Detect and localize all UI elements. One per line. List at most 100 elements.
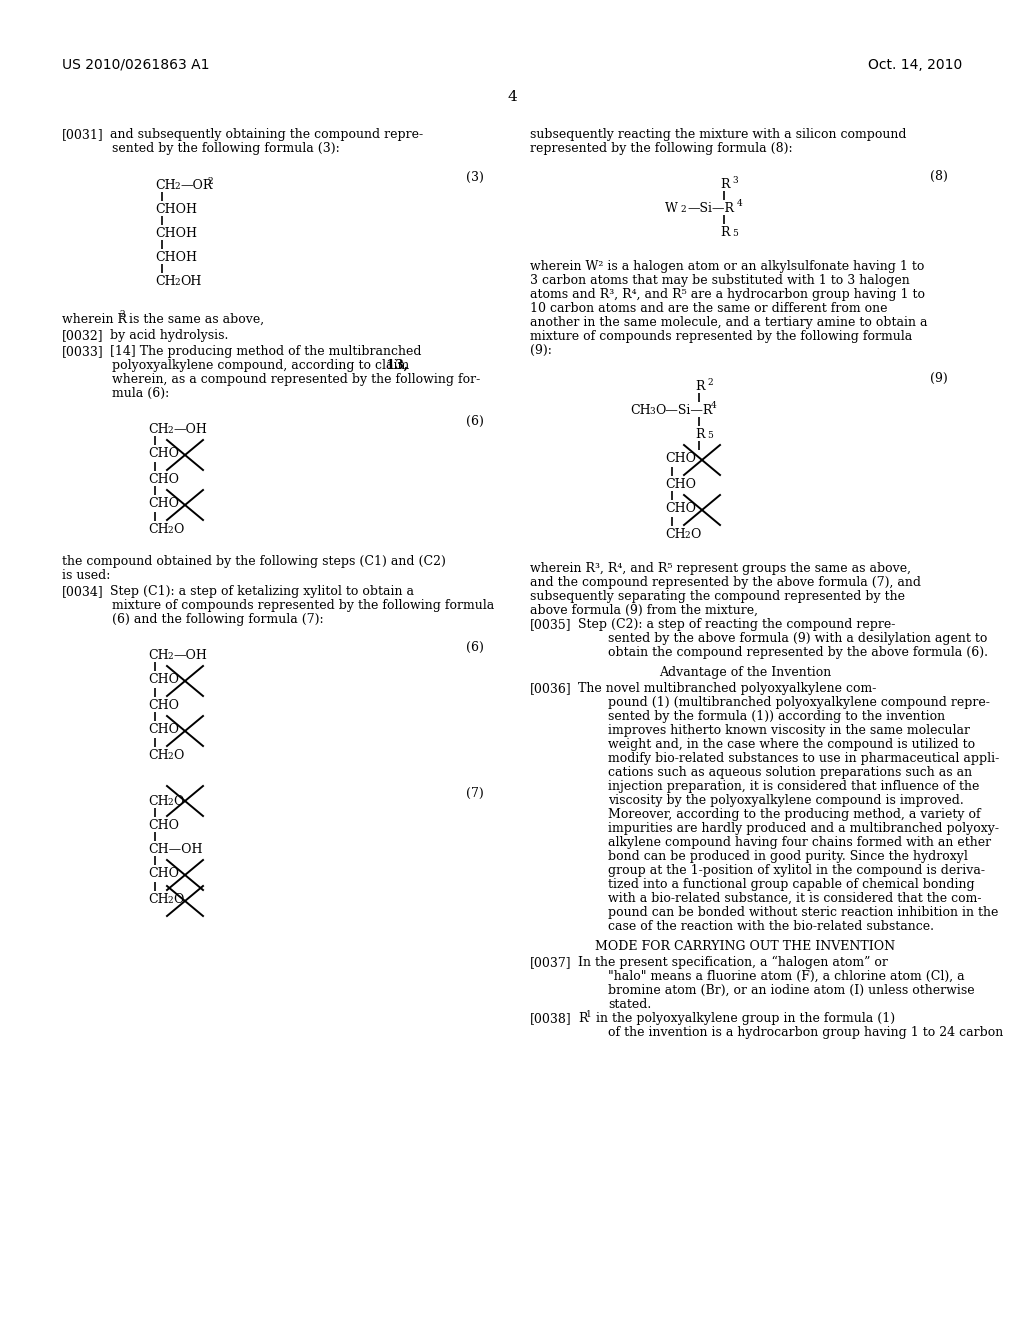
Text: CHO: CHO [148,447,179,459]
Text: Advantage of the Invention: Advantage of the Invention [658,667,831,678]
Text: CHO: CHO [148,473,179,486]
Text: 3 carbon atoms that may be substituted with 1 to 3 halogen: 3 carbon atoms that may be substituted w… [530,275,909,286]
Text: another in the same molecule, and a tertiary amine to obtain a: another in the same molecule, and a tert… [530,315,928,329]
Text: CHOH: CHOH [155,203,197,216]
Text: [0037]: [0037] [530,956,571,969]
Text: 3: 3 [649,407,654,416]
Text: 2: 2 [680,205,686,214]
Text: tized into a functional group capable of chemical bonding: tized into a functional group capable of… [608,878,975,891]
Text: [0034]: [0034] [62,585,103,598]
Text: 4: 4 [507,90,517,104]
Text: (8): (8) [930,170,948,183]
Text: atoms and R³, R⁴, and R⁵ are a hydrocarbon group having 1 to: atoms and R³, R⁴, and R⁵ are a hydrocarb… [530,288,925,301]
Text: bond can be produced in good purity. Since the hydroxyl: bond can be produced in good purity. Sin… [608,850,968,863]
Text: CHO: CHO [148,867,179,880]
Text: [0038]: [0038] [530,1012,571,1026]
Text: CH: CH [148,795,169,808]
Text: [0035]: [0035] [530,618,571,631]
Text: W: W [665,202,678,215]
Text: 2: 2 [167,896,173,906]
Text: (6): (6) [466,642,484,653]
Text: 4: 4 [737,199,742,209]
Text: and the compound represented by the above formula (7), and: and the compound represented by the abov… [530,576,921,589]
Text: cations such as aqueous solution preparations such as an: cations such as aqueous solution prepara… [608,766,972,779]
Text: bromine atom (Br), or an iodine atom (I) unless otherwise: bromine atom (Br), or an iodine atom (I)… [608,983,975,997]
Text: 2: 2 [174,279,179,286]
Text: [0032]: [0032] [62,329,103,342]
Text: (6) and the following formula (7):: (6) and the following formula (7): [112,612,324,626]
Text: represented by the following formula (8):: represented by the following formula (8)… [530,143,793,154]
Text: Step (C2): a step of reacting the compound repre-: Step (C2): a step of reacting the compou… [578,618,895,631]
Text: CH: CH [665,528,686,541]
Text: CHOH: CHOH [155,251,197,264]
Text: CHO: CHO [148,700,179,711]
Text: O: O [690,528,700,541]
Text: mula (6):: mula (6): [112,387,169,400]
Text: O: O [173,894,183,906]
Text: polyoxyalkylene compound, according to claim: polyoxyalkylene compound, according to c… [112,359,410,372]
Text: wherein R: wherein R [62,313,127,326]
Text: 2: 2 [207,177,213,186]
Text: mixture of compounds represented by the following formula: mixture of compounds represented by the … [530,330,912,343]
Text: (9):: (9): [530,345,552,356]
Text: viscosity by the polyoxyalkylene compound is improved.: viscosity by the polyoxyalkylene compoun… [608,795,964,807]
Text: CH: CH [155,275,176,288]
Text: injection preparation, it is considered that influence of the: injection preparation, it is considered … [608,780,979,793]
Text: 2: 2 [167,652,173,661]
Text: modify bio-related substances to use in pharmaceutical appli-: modify bio-related substances to use in … [608,752,999,766]
Text: CH: CH [148,649,169,663]
Text: weight and, in the case where the compound is utilized to: weight and, in the case where the compou… [608,738,975,751]
Text: MODE FOR CARRYING OUT THE INVENTION: MODE FOR CARRYING OUT THE INVENTION [595,940,895,953]
Text: "halo" means a fluorine atom (F), a chlorine atom (Cl), a: "halo" means a fluorine atom (F), a chlo… [608,970,965,983]
Text: subsequently separating the compound represented by the: subsequently separating the compound rep… [530,590,905,603]
Text: CH: CH [148,748,169,762]
Text: US 2010/0261863 A1: US 2010/0261863 A1 [62,58,210,73]
Text: In the present specification, a “halogen atom” or: In the present specification, a “halogen… [578,956,888,969]
Text: (7): (7) [466,787,483,800]
Text: [0031]: [0031] [62,128,103,141]
Text: is used:: is used: [62,569,111,582]
Text: OH: OH [180,275,202,288]
Text: Oct. 14, 2010: Oct. 14, 2010 [867,58,962,73]
Text: CH: CH [630,404,650,417]
Text: R: R [695,428,705,441]
Text: 13,: 13, [382,359,409,372]
Text: with a bio-related substance, it is considered that the com-: with a bio-related substance, it is cons… [608,892,981,906]
Text: CHO: CHO [665,502,696,515]
Text: [14] The producing method of the multibranched: [14] The producing method of the multibr… [110,345,422,358]
Text: (6): (6) [466,414,484,428]
Text: is the same as above,: is the same as above, [125,313,264,326]
Text: alkylene compound having four chains formed with an ether: alkylene compound having four chains for… [608,836,991,849]
Text: CH—OH: CH—OH [148,843,203,855]
Text: 1: 1 [586,1010,592,1019]
Text: CHO: CHO [665,478,696,491]
Text: wherein, as a compound represented by the following for-: wherein, as a compound represented by th… [112,374,480,385]
Text: CH: CH [155,180,176,191]
Text: R: R [695,380,705,393]
Text: 2: 2 [119,310,125,319]
Text: CH: CH [148,523,169,536]
Text: 5: 5 [707,432,713,440]
Text: sented by the formula (1)) according to the invention: sented by the formula (1)) according to … [608,710,945,723]
Text: in the polyoxyalkylene group in the formula (1): in the polyoxyalkylene group in the form… [592,1012,895,1026]
Text: pound can be bonded without steric reaction inhibition in the: pound can be bonded without steric react… [608,906,998,919]
Text: wherein W² is a halogen atom or an alkylsulfonate having 1 to: wherein W² is a halogen atom or an alkyl… [530,260,925,273]
Text: the compound obtained by the following steps (C1) and (C2): the compound obtained by the following s… [62,554,445,568]
Text: R: R [578,1012,588,1026]
Text: CH: CH [148,894,169,906]
Text: of the invention is a hydrocarbon group having 1 to 24 carbon: of the invention is a hydrocarbon group … [608,1026,1004,1039]
Text: CHO: CHO [148,818,179,832]
Text: obtain the compound represented by the above formula (6).: obtain the compound represented by the a… [608,645,988,659]
Text: improves hitherto known viscosity in the same molecular: improves hitherto known viscosity in the… [608,723,970,737]
Text: O: O [173,795,183,808]
Text: 2: 2 [707,378,713,387]
Text: —OH: —OH [173,422,207,436]
Text: subsequently reacting the mixture with a silicon compound: subsequently reacting the mixture with a… [530,128,906,141]
Text: sented by the above formula (9) with a desilylation agent to: sented by the above formula (9) with a d… [608,632,987,645]
Text: O—Si—R: O—Si—R [655,404,713,417]
Text: case of the reaction with the bio-related substance.: case of the reaction with the bio-relate… [608,920,934,933]
Text: by acid hydrolysis.: by acid hydrolysis. [110,329,228,342]
Text: group at the 1-position of xylitol in the compound is deriva-: group at the 1-position of xylitol in th… [608,865,985,876]
Text: and subsequently obtaining the compound repre-: and subsequently obtaining the compound … [110,128,423,141]
Text: Step (C1): a step of ketalizing xylitol to obtain a: Step (C1): a step of ketalizing xylitol … [110,585,414,598]
